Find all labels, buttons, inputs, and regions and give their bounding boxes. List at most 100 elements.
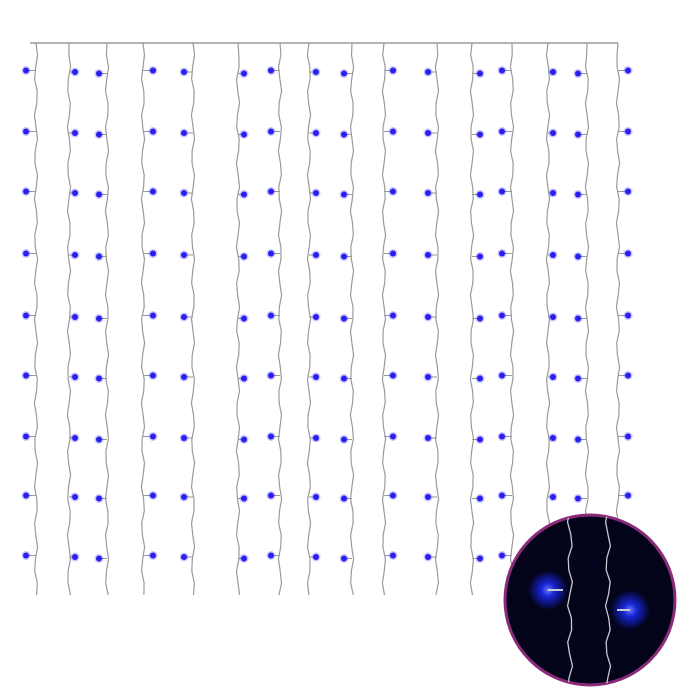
led-bulb [181, 554, 187, 560]
led-bulb [268, 372, 274, 379]
led-bulb [181, 374, 187, 380]
led-bulb [477, 495, 483, 502]
led-bulb [241, 70, 247, 77]
led-bulb [23, 188, 29, 195]
led-bulb [150, 250, 156, 257]
led-bulb [425, 130, 431, 136]
wire-strand [33, 42, 39, 596]
led-bulb [72, 374, 78, 380]
wire-strand [545, 42, 551, 596]
led-bulb [72, 69, 78, 75]
led-bulb [499, 128, 505, 135]
led-bulb [625, 250, 631, 257]
led-bulb [625, 67, 631, 74]
led-bulb [499, 67, 505, 74]
led-bulb [625, 312, 631, 319]
inset-wire-strand [566, 515, 574, 685]
led-bulb [575, 191, 581, 198]
led-bulb [23, 312, 29, 319]
led-bulb [150, 433, 156, 440]
wire-strand [381, 42, 387, 596]
led-bulb [23, 492, 29, 499]
led-bulb [72, 435, 78, 441]
wire-strand [509, 42, 515, 596]
led-bulb [341, 131, 347, 138]
led-bulb [341, 253, 347, 260]
led-bulb [550, 190, 556, 196]
led-bulb [313, 374, 319, 380]
led-bulb [313, 435, 319, 441]
led-bulb [499, 552, 505, 559]
led-bulb [390, 67, 396, 74]
led-bulb [181, 494, 187, 500]
led-bulb [625, 492, 631, 499]
led-bulb [23, 372, 29, 379]
led-bulb [23, 67, 29, 74]
led-bulb [625, 372, 631, 379]
led-bulb [477, 191, 483, 198]
led-bulb [575, 375, 581, 382]
led-bulb [181, 69, 187, 75]
led-bulb [72, 554, 78, 560]
led-bulb [625, 433, 631, 440]
led-bulb [313, 130, 319, 136]
led-bulb [477, 131, 483, 138]
led-bulb [425, 435, 431, 441]
led-bulb [390, 372, 396, 379]
led-bulb [575, 315, 581, 322]
led-bulb [313, 554, 319, 560]
led-bulb [72, 252, 78, 258]
led-bulb [550, 252, 556, 258]
led-bulb [150, 492, 156, 499]
led-bulb [23, 128, 29, 135]
led-bulb [241, 131, 247, 138]
led-bulb [96, 315, 102, 322]
led-bulb [341, 315, 347, 322]
led-bulb [341, 436, 347, 443]
led-bulb [390, 250, 396, 257]
led-bulb [575, 131, 581, 138]
led-bulb [241, 253, 247, 260]
led-bulb [241, 315, 247, 322]
led-bulb [150, 128, 156, 135]
led-bulb [575, 70, 581, 77]
wire-strand [306, 42, 312, 596]
wire-strand [190, 42, 196, 596]
led-bulb [390, 128, 396, 135]
led-bulb [241, 555, 247, 562]
led-bulb [268, 312, 274, 319]
led-bulb [150, 552, 156, 559]
led-bulb [550, 435, 556, 441]
wire-strand [140, 42, 146, 596]
led-bulb [499, 312, 505, 319]
led-bulb [72, 494, 78, 500]
led-bulb [550, 494, 556, 500]
led-bulb [150, 67, 156, 74]
led-bulb [313, 190, 319, 196]
led-bulb [23, 552, 29, 559]
led-bulb [181, 190, 187, 196]
led-bulb [268, 67, 274, 74]
led-bulb [181, 314, 187, 320]
led-bulb [499, 372, 505, 379]
led-bulb [425, 314, 431, 320]
led-bulb [268, 492, 274, 499]
led-bulb [181, 130, 187, 136]
led-bulb [268, 250, 274, 257]
led-bulb [499, 433, 505, 440]
led-bulb [341, 70, 347, 77]
led-bulb [241, 436, 247, 443]
led-bulb [96, 495, 102, 502]
led-bulb [575, 436, 581, 443]
led-bulb [96, 436, 102, 443]
led-bulb [181, 252, 187, 258]
inset-wire-strand [604, 515, 612, 685]
led-bulb [241, 191, 247, 198]
led-bulb [268, 552, 274, 559]
led-bulb [390, 492, 396, 499]
led-bulb [72, 190, 78, 196]
led-bulb [425, 190, 431, 196]
led-bulb [550, 130, 556, 136]
led-bulb [575, 253, 581, 260]
